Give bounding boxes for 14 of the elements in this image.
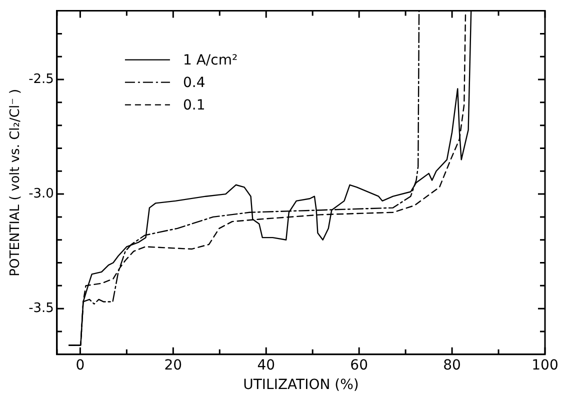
legend-label: 1 A/cm² [182, 52, 238, 68]
x-tick-label: 60 [350, 357, 368, 374]
x-tick-label: 0 [76, 357, 85, 374]
x-tick-label: 20 [164, 357, 182, 374]
legend-label: 0.1 [182, 97, 206, 114]
y-tick-label: -3.0 [28, 186, 54, 202]
y-axis-title: POTENTIAL ( volt vs. Cl₂/Cl⁻ ) [8, 88, 24, 276]
x-tick-label: 100 [532, 357, 558, 374]
y-tick-label: -2.5 [28, 72, 54, 87]
legend-label: 0.4 [182, 74, 206, 91]
x-tick-label: 40 [257, 357, 276, 374]
x-axis-title: UTILIZATION (%) [243, 377, 359, 394]
x-tick-label: 80 [443, 357, 461, 374]
y-tick-label: -3.5 [28, 300, 54, 316]
